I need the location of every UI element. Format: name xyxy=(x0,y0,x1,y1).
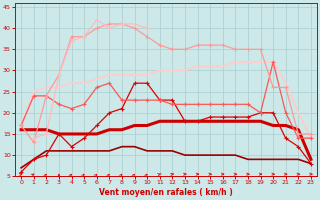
X-axis label: Vent moyen/en rafales ( km/h ): Vent moyen/en rafales ( km/h ) xyxy=(99,188,233,197)
